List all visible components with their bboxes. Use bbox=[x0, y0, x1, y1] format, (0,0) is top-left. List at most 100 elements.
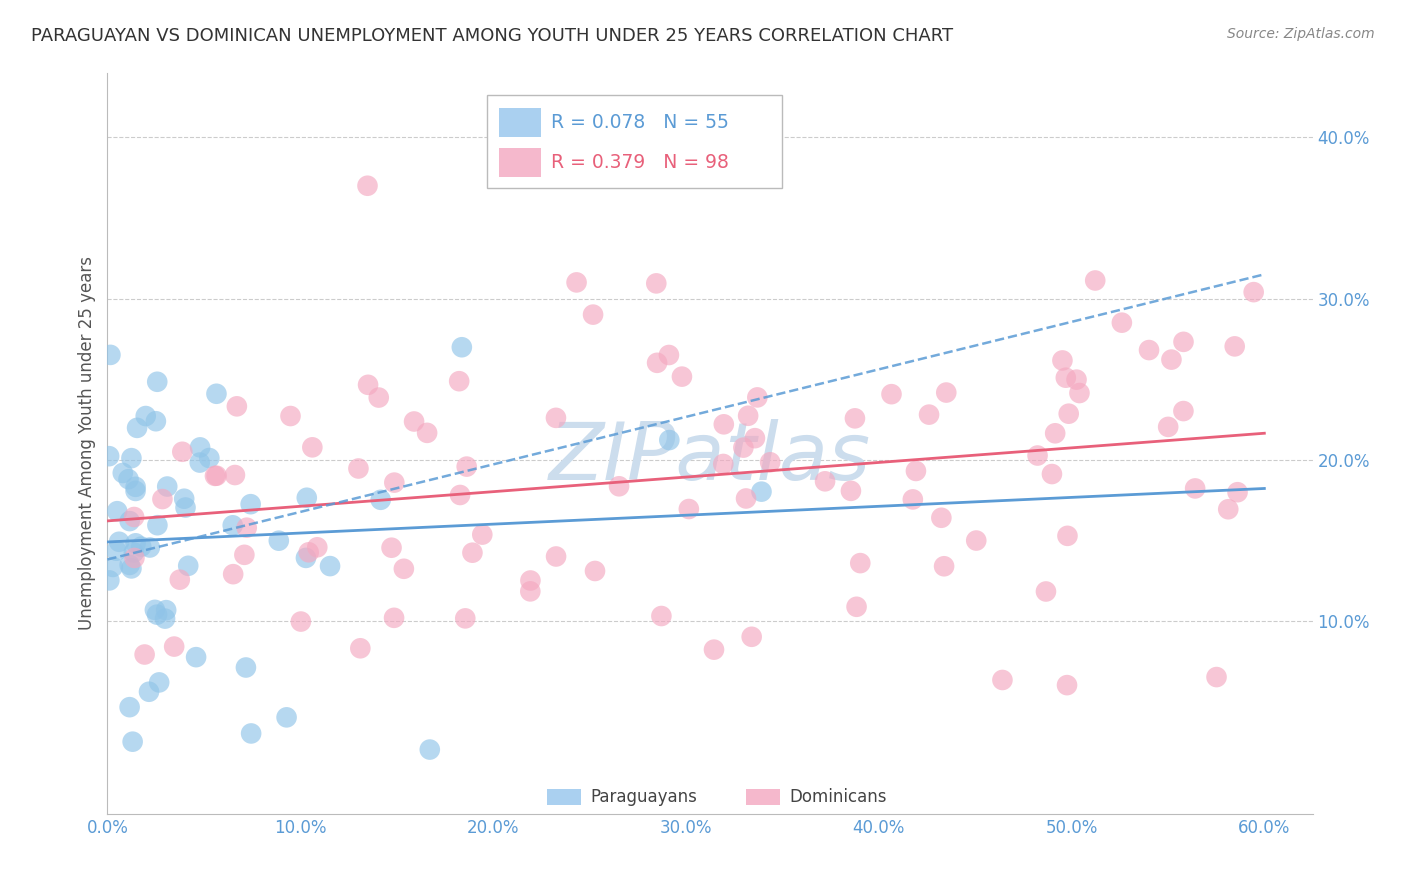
Point bbox=[100, 348, 122, 362]
Point bbox=[105, 504, 128, 518]
Point bbox=[276, 710, 298, 724]
Point bbox=[145, 414, 167, 428]
Point bbox=[367, 391, 389, 405]
Point bbox=[290, 615, 312, 629]
Point bbox=[121, 734, 143, 748]
Point bbox=[148, 675, 170, 690]
Point bbox=[1084, 273, 1107, 287]
Point bbox=[1054, 370, 1077, 384]
Point bbox=[735, 491, 758, 506]
Point bbox=[1066, 373, 1088, 387]
Point bbox=[703, 642, 725, 657]
Point bbox=[124, 551, 146, 566]
Point bbox=[122, 545, 145, 559]
Point bbox=[461, 546, 484, 560]
Point bbox=[301, 440, 323, 454]
Point bbox=[156, 479, 179, 493]
Point bbox=[1057, 407, 1080, 421]
Point bbox=[121, 561, 143, 575]
Point bbox=[1111, 316, 1133, 330]
Point bbox=[392, 562, 415, 576]
Point bbox=[544, 410, 567, 425]
Point bbox=[845, 599, 868, 614]
Point bbox=[1052, 353, 1074, 368]
Point bbox=[129, 540, 152, 554]
Point bbox=[239, 497, 262, 511]
Point bbox=[124, 480, 146, 494]
Text: R = 0.078   N = 55: R = 0.078 N = 55 bbox=[551, 113, 728, 132]
Point bbox=[713, 417, 735, 432]
Point bbox=[125, 421, 148, 435]
Point bbox=[1223, 339, 1246, 353]
Point bbox=[124, 483, 146, 498]
Point bbox=[120, 451, 142, 466]
Point bbox=[932, 559, 955, 574]
Point bbox=[565, 276, 588, 290]
Point bbox=[118, 700, 141, 714]
FancyBboxPatch shape bbox=[499, 108, 541, 137]
Point bbox=[108, 534, 131, 549]
Point bbox=[98, 449, 121, 463]
Point bbox=[177, 558, 200, 573]
Point bbox=[456, 459, 478, 474]
Point bbox=[678, 502, 700, 516]
Point bbox=[759, 455, 782, 469]
Point bbox=[404, 415, 426, 429]
Point bbox=[235, 521, 257, 535]
Point bbox=[449, 374, 471, 388]
Point bbox=[240, 726, 263, 740]
Point bbox=[124, 536, 146, 550]
Point bbox=[307, 541, 329, 555]
Point bbox=[1056, 678, 1078, 692]
Point bbox=[583, 564, 606, 578]
Point bbox=[814, 475, 837, 489]
FancyBboxPatch shape bbox=[547, 789, 581, 805]
Point bbox=[711, 457, 734, 471]
Text: Dominicans: Dominicans bbox=[790, 788, 887, 806]
Point bbox=[454, 611, 477, 625]
Point bbox=[1160, 352, 1182, 367]
Point bbox=[298, 545, 321, 559]
FancyBboxPatch shape bbox=[486, 95, 782, 188]
Point bbox=[295, 550, 318, 565]
Point bbox=[146, 518, 169, 533]
Point bbox=[153, 612, 176, 626]
Point bbox=[519, 574, 541, 588]
Point bbox=[146, 375, 169, 389]
Point bbox=[111, 466, 134, 480]
Point bbox=[751, 484, 773, 499]
Point bbox=[671, 369, 693, 384]
Point bbox=[319, 559, 342, 574]
Point bbox=[225, 400, 247, 414]
Point bbox=[931, 510, 953, 524]
Point bbox=[582, 308, 605, 322]
Point bbox=[267, 533, 290, 548]
Point bbox=[1043, 426, 1066, 441]
Y-axis label: Unemployment Among Youth under 25 years: Unemployment Among Youth under 25 years bbox=[79, 257, 96, 631]
Point bbox=[1026, 449, 1049, 463]
Point bbox=[370, 492, 392, 507]
Point bbox=[1205, 670, 1227, 684]
Point bbox=[184, 650, 207, 665]
Point bbox=[449, 488, 471, 502]
Point bbox=[188, 456, 211, 470]
Point bbox=[450, 340, 472, 354]
Point bbox=[1137, 343, 1160, 357]
Point bbox=[1069, 386, 1091, 401]
Point bbox=[839, 483, 862, 498]
Text: ZIPatlas: ZIPatlas bbox=[548, 419, 872, 498]
Point bbox=[224, 468, 246, 483]
Point bbox=[844, 411, 866, 425]
Text: Paraguayans: Paraguayans bbox=[591, 788, 697, 806]
Point bbox=[658, 433, 681, 447]
Point bbox=[101, 560, 124, 574]
Point bbox=[382, 475, 405, 490]
Point bbox=[1173, 404, 1195, 418]
Point bbox=[607, 479, 630, 493]
Point bbox=[163, 640, 186, 654]
Point bbox=[280, 409, 302, 423]
Point bbox=[117, 472, 139, 486]
Point bbox=[880, 387, 903, 401]
Point bbox=[419, 742, 441, 756]
Point bbox=[169, 573, 191, 587]
